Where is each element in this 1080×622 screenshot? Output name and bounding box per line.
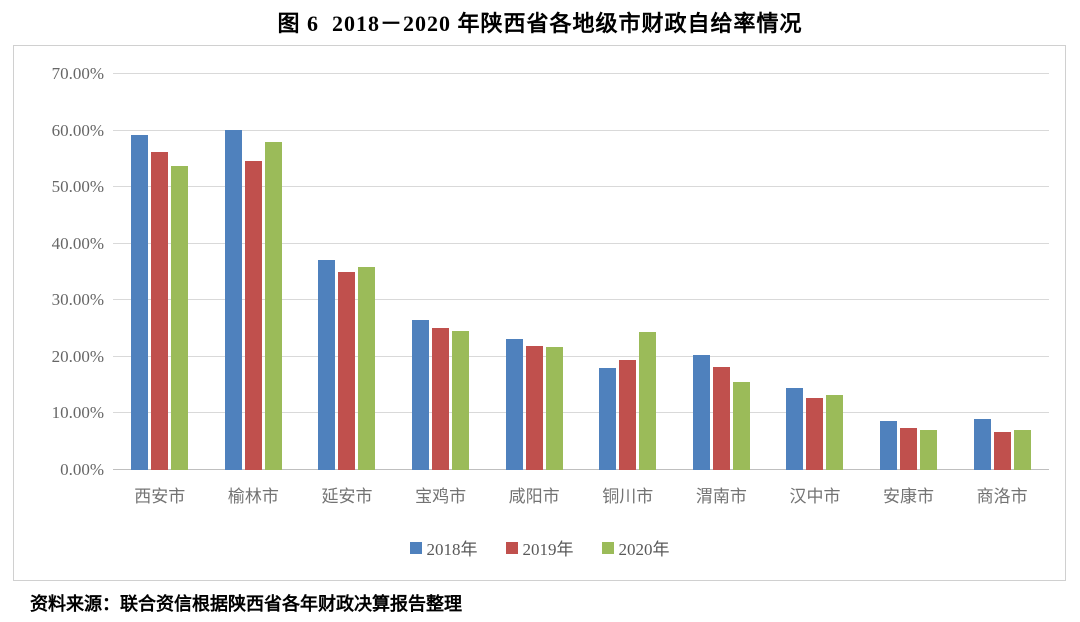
bar	[131, 134, 149, 470]
gridline	[113, 242, 1049, 244]
bar	[973, 419, 991, 470]
bar-group	[394, 74, 488, 470]
legend: 2018年 2019年 2020年	[14, 535, 1065, 560]
x-tick-label: 宝鸡市	[415, 487, 467, 506]
bar	[244, 161, 262, 470]
x-tick-label: 汉中市	[789, 487, 841, 506]
bar-group	[207, 74, 301, 470]
bar	[786, 387, 804, 470]
x-tick-label: 商洛市	[976, 487, 1028, 506]
x-tick-label: 咸阳市	[508, 487, 560, 506]
x-tick-label: 铜川市	[602, 487, 654, 506]
y-tick-label: 60.00%	[51, 120, 104, 140]
legend-item: 2018年	[409, 535, 478, 560]
bar	[358, 267, 376, 470]
legend-label: 2018年	[426, 540, 478, 559]
bar	[732, 381, 750, 470]
bar	[412, 319, 430, 470]
legend-label: 2019年	[522, 540, 574, 559]
bar	[619, 359, 637, 470]
x-tick-label: 延安市	[321, 487, 373, 506]
gridline	[113, 129, 1049, 131]
source-note: 资料来源：联合资信根据陕西省各年财政决算报告整理	[30, 594, 462, 614]
chart-title: 图 6 2018－2020 年陕西省各地级市财政自给率情况	[277, 11, 803, 36]
gridline	[113, 73, 1049, 74]
legend-item: 2019年	[505, 535, 574, 560]
bar	[880, 421, 898, 470]
legend-label: 2020年	[618, 540, 670, 559]
bar-group	[113, 74, 207, 470]
bar	[900, 427, 918, 470]
bar-group	[675, 74, 769, 470]
bar	[826, 394, 844, 470]
bar-group	[862, 74, 956, 470]
bar-group	[487, 74, 581, 470]
legend-swatch-icon	[601, 541, 614, 554]
gridline	[113, 186, 1049, 188]
y-tick-label: 40.00%	[51, 233, 104, 253]
y-axis: 0.00% 10.00% 20.00% 30.00% 40.00% 50.00% 60.00…	[14, 64, 104, 479]
y-tick-label: 70.00%	[51, 64, 104, 83]
bar	[151, 151, 169, 470]
bar	[432, 328, 450, 470]
y-tick-label: 20.00%	[51, 346, 104, 366]
x-tick-label: 安康市	[883, 487, 935, 506]
bar	[1013, 429, 1031, 470]
bar	[318, 259, 336, 470]
legend-swatch-icon	[409, 541, 422, 554]
y-tick-label: 50.00%	[51, 177, 104, 197]
bar	[545, 346, 563, 470]
gridline	[113, 355, 1049, 357]
y-tick-label: 30.00%	[51, 290, 104, 310]
bar	[920, 429, 938, 470]
chart-panel: 0.00% 10.00% 20.00% 30.00% 40.00% 50.00% 60.00…	[13, 45, 1066, 581]
x-axis: 西安市 榆林市 延安市 宝鸡市 咸阳市 铜川市 渭南市 汉中市 安康市 商洛市	[113, 482, 1049, 507]
bar-groups	[113, 74, 1049, 470]
legend-item: 2020年	[601, 535, 670, 560]
bar	[692, 354, 710, 470]
bar	[171, 166, 189, 470]
x-tick-label: 榆林市	[227, 487, 279, 506]
y-tick-label: 0.00%	[60, 460, 104, 479]
gridline	[113, 412, 1049, 414]
bar-group	[300, 74, 394, 470]
bar-group	[955, 74, 1049, 470]
y-tick-label: 10.00%	[51, 403, 104, 423]
bar	[224, 130, 242, 470]
legend-swatch-icon	[505, 541, 518, 554]
bar-group	[581, 74, 675, 470]
plot-area	[113, 73, 1049, 470]
x-tick-label: 西安市	[134, 487, 186, 506]
gridline	[113, 299, 1049, 301]
x-tick-label: 渭南市	[695, 487, 747, 506]
gridline	[113, 469, 1049, 470]
bar	[712, 367, 730, 470]
bar	[525, 345, 543, 470]
bar	[452, 331, 470, 470]
bar	[599, 368, 617, 470]
bar	[505, 338, 523, 470]
bar-group	[768, 74, 862, 470]
bar	[806, 398, 824, 470]
bar	[338, 272, 356, 470]
bar	[993, 431, 1011, 470]
bar	[639, 331, 657, 470]
bar	[264, 142, 282, 470]
